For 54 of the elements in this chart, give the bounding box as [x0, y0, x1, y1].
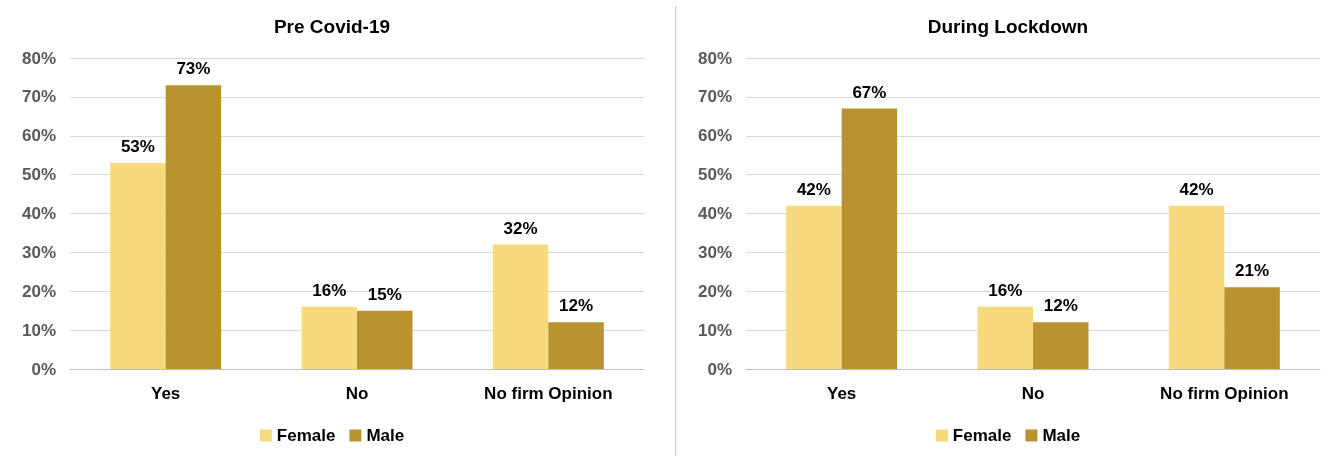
- data-label: 32%: [503, 218, 538, 238]
- chart-title: Pre Covid-19: [273, 16, 391, 37]
- y-tick-label: 30%: [697, 242, 732, 262]
- y-tick-label: 70%: [21, 87, 56, 107]
- legend-label: Male: [1042, 426, 1081, 445]
- bar: [548, 322, 604, 369]
- y-tick-label: 50%: [21, 165, 56, 185]
- bar: [841, 108, 898, 369]
- x-tick-label: No firm Opinion: [1160, 384, 1289, 403]
- y-tick-label: 20%: [21, 281, 56, 301]
- data-label: 67%: [852, 82, 887, 102]
- y-tick-label: 60%: [697, 126, 732, 146]
- legend-label: Female: [952, 426, 1012, 445]
- data-label: 12%: [559, 296, 594, 316]
- bar: [110, 162, 166, 369]
- bar: [492, 244, 549, 369]
- bar: [357, 310, 413, 369]
- y-tick-label: 10%: [21, 320, 56, 340]
- data-label: 42%: [1179, 179, 1214, 199]
- bar: [165, 85, 222, 369]
- legend-label: Male: [366, 426, 405, 445]
- y-tick-label: 70%: [697, 87, 732, 107]
- data-label: 21%: [1235, 261, 1270, 281]
- y-tick-label: 60%: [21, 126, 56, 146]
- y-tick-label: 30%: [21, 242, 56, 262]
- data-label: 16%: [988, 280, 1023, 300]
- bar: [1168, 205, 1225, 369]
- y-tick-label: 40%: [21, 204, 56, 223]
- y-tick-label: 10%: [697, 320, 732, 340]
- x-tick-label: Yes: [151, 384, 181, 403]
- data-label: 73%: [176, 59, 211, 79]
- data-label: 12%: [1043, 296, 1078, 316]
- y-tick-label: 20%: [697, 281, 732, 301]
- bar: [786, 205, 842, 369]
- x-tick-label: No: [345, 384, 369, 403]
- bar: [1224, 287, 1280, 369]
- data-label: 15%: [367, 284, 402, 304]
- y-tick-label: 80%: [21, 48, 56, 68]
- y-tick-label: 40%: [697, 204, 732, 223]
- x-tick-label: No firm Opinion: [484, 384, 613, 403]
- data-label: 16%: [312, 280, 347, 300]
- x-tick-label: Yes: [827, 384, 857, 403]
- bar: [301, 306, 357, 369]
- y-tick-label: 0%: [707, 359, 732, 379]
- bar: [977, 306, 1033, 369]
- y-tick-label: 0%: [31, 359, 56, 379]
- chart-title: During Lockdown: [927, 16, 1089, 37]
- bar: [1033, 322, 1089, 369]
- data-label: 42%: [796, 179, 831, 199]
- legend-label: Female: [276, 426, 336, 445]
- y-tick-label: 50%: [697, 165, 732, 185]
- data-label: 53%: [120, 136, 155, 156]
- x-tick-label: No: [1021, 384, 1045, 403]
- y-tick-label: 80%: [697, 48, 732, 68]
